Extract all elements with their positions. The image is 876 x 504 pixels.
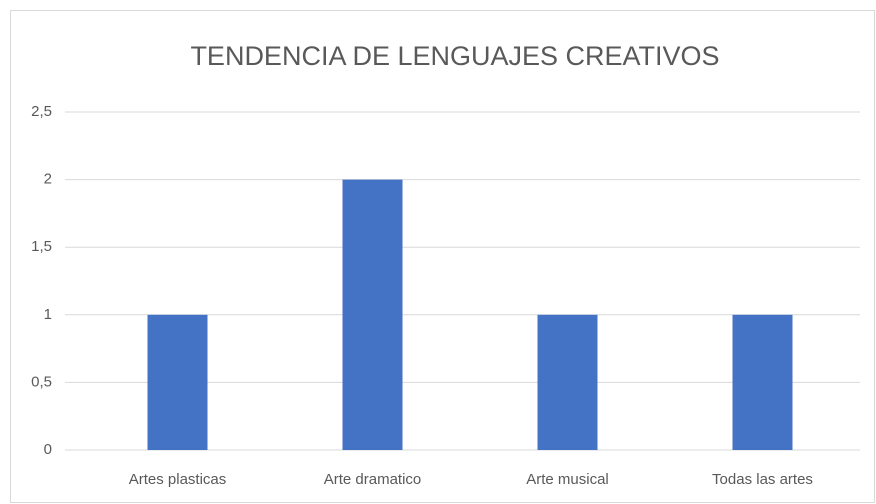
bar <box>342 179 403 450</box>
chart-title: TENDENCIA DE LENGUAJES CREATIVOS <box>190 41 719 71</box>
bar <box>732 314 793 450</box>
x-tick-label: Arte dramatico <box>324 471 422 488</box>
y-tick-label: 1 <box>44 306 52 323</box>
y-tick-label: 2,5 <box>31 103 52 120</box>
y-tick-label: 2 <box>44 171 52 188</box>
y-tick-label: 0,5 <box>31 373 52 390</box>
y-tick-label: 0 <box>44 441 52 458</box>
bar <box>147 314 208 450</box>
y-tick-label: 1,5 <box>31 238 52 255</box>
bar <box>537 314 598 450</box>
x-tick-label: Artes plasticas <box>129 471 227 488</box>
x-tick-label: Todas las artes <box>712 471 813 488</box>
x-tick-label: Arte musical <box>526 471 609 488</box>
